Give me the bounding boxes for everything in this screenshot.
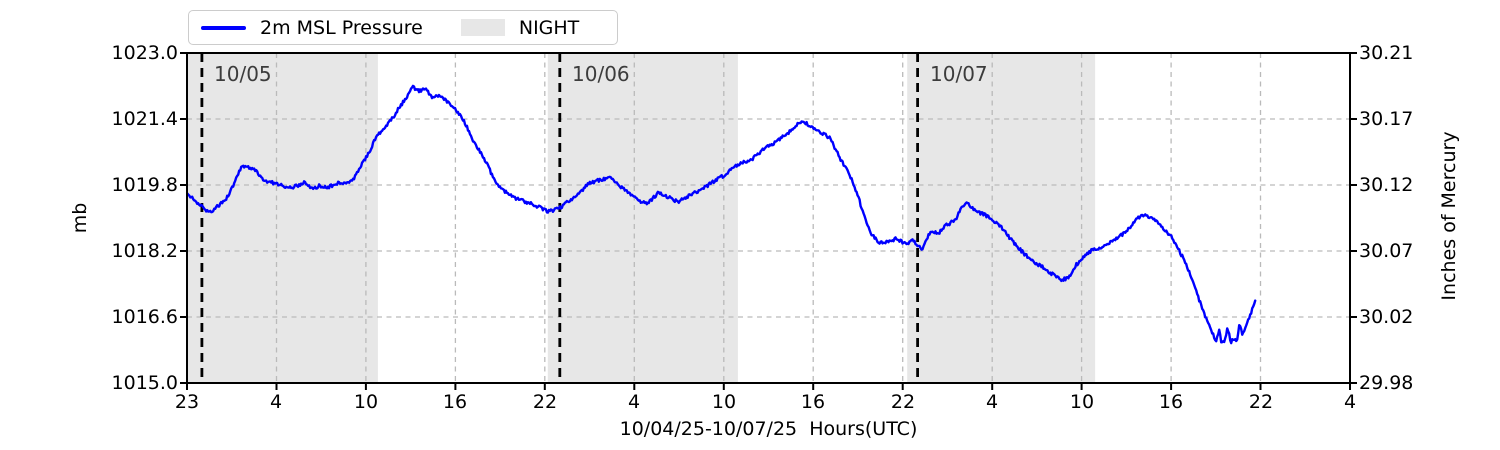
pressure-legend-label: 2m MSL Pressure [260,16,423,39]
x-tick-label: 4 [627,391,641,413]
x-tick-label: 10 [353,391,379,413]
y-tick-label-mb: 1021.4 [111,108,178,130]
x-tick-label: 4 [269,391,283,413]
night-band [547,53,738,383]
day-label: 10/05 [214,62,272,86]
x-tick-label: 10 [711,391,737,413]
night-band [187,53,378,383]
y-tick-label-mb: 1015.0 [111,372,178,394]
night-legend-label: NIGHT [518,16,580,39]
x-tick-label: 4 [985,391,999,413]
pressure-line [187,84,1257,345]
y-tick-label-mb: 1018.2 [111,240,178,262]
x-tick-label: 16 [442,391,468,413]
y-tick-label-inhg: 30.17 [1359,108,1414,130]
day-label: 10/07 [930,62,988,86]
y-tick-label-mb: 1023.0 [111,42,178,64]
x-tick-label: 16 [1158,391,1184,413]
axes-frame [186,52,1351,384]
night-patch-swatch [460,19,505,36]
y-tick-label-mb: 1016.6 [111,306,178,328]
x-tick-label: 22 [890,391,916,413]
day-label: 10/06 [572,62,630,86]
y-tick-label-inhg: 30.12 [1359,174,1414,196]
y-tick-label-inhg: 30.07 [1359,240,1414,262]
y-axis-label-right: Inches of Mercury [1438,131,1460,301]
x-tick-label: 22 [1248,391,1274,413]
legend: 2m MSL Pressure NIGHT [188,10,618,45]
night-band [907,53,1096,383]
pressure-line-swatch [201,25,246,30]
x-tick-label: 16 [800,391,826,413]
x-tick-label: 10 [1069,391,1095,413]
y-tick-label-inhg: 29.98 [1359,372,1414,394]
x-axis-label: 10/04/25-10/07/25 Hours(UTC) [619,418,918,440]
y-axis-label-left: mb [69,202,91,234]
x-tick-label: 23 [174,391,200,413]
x-tick-label: 22 [532,391,558,413]
y-tick-label-inhg: 30.02 [1359,306,1414,328]
y-tick-label-inhg: 30.21 [1359,42,1414,64]
y-tick-label-mb: 1019.8 [111,174,178,196]
x-tick-label: 4 [1343,391,1357,413]
